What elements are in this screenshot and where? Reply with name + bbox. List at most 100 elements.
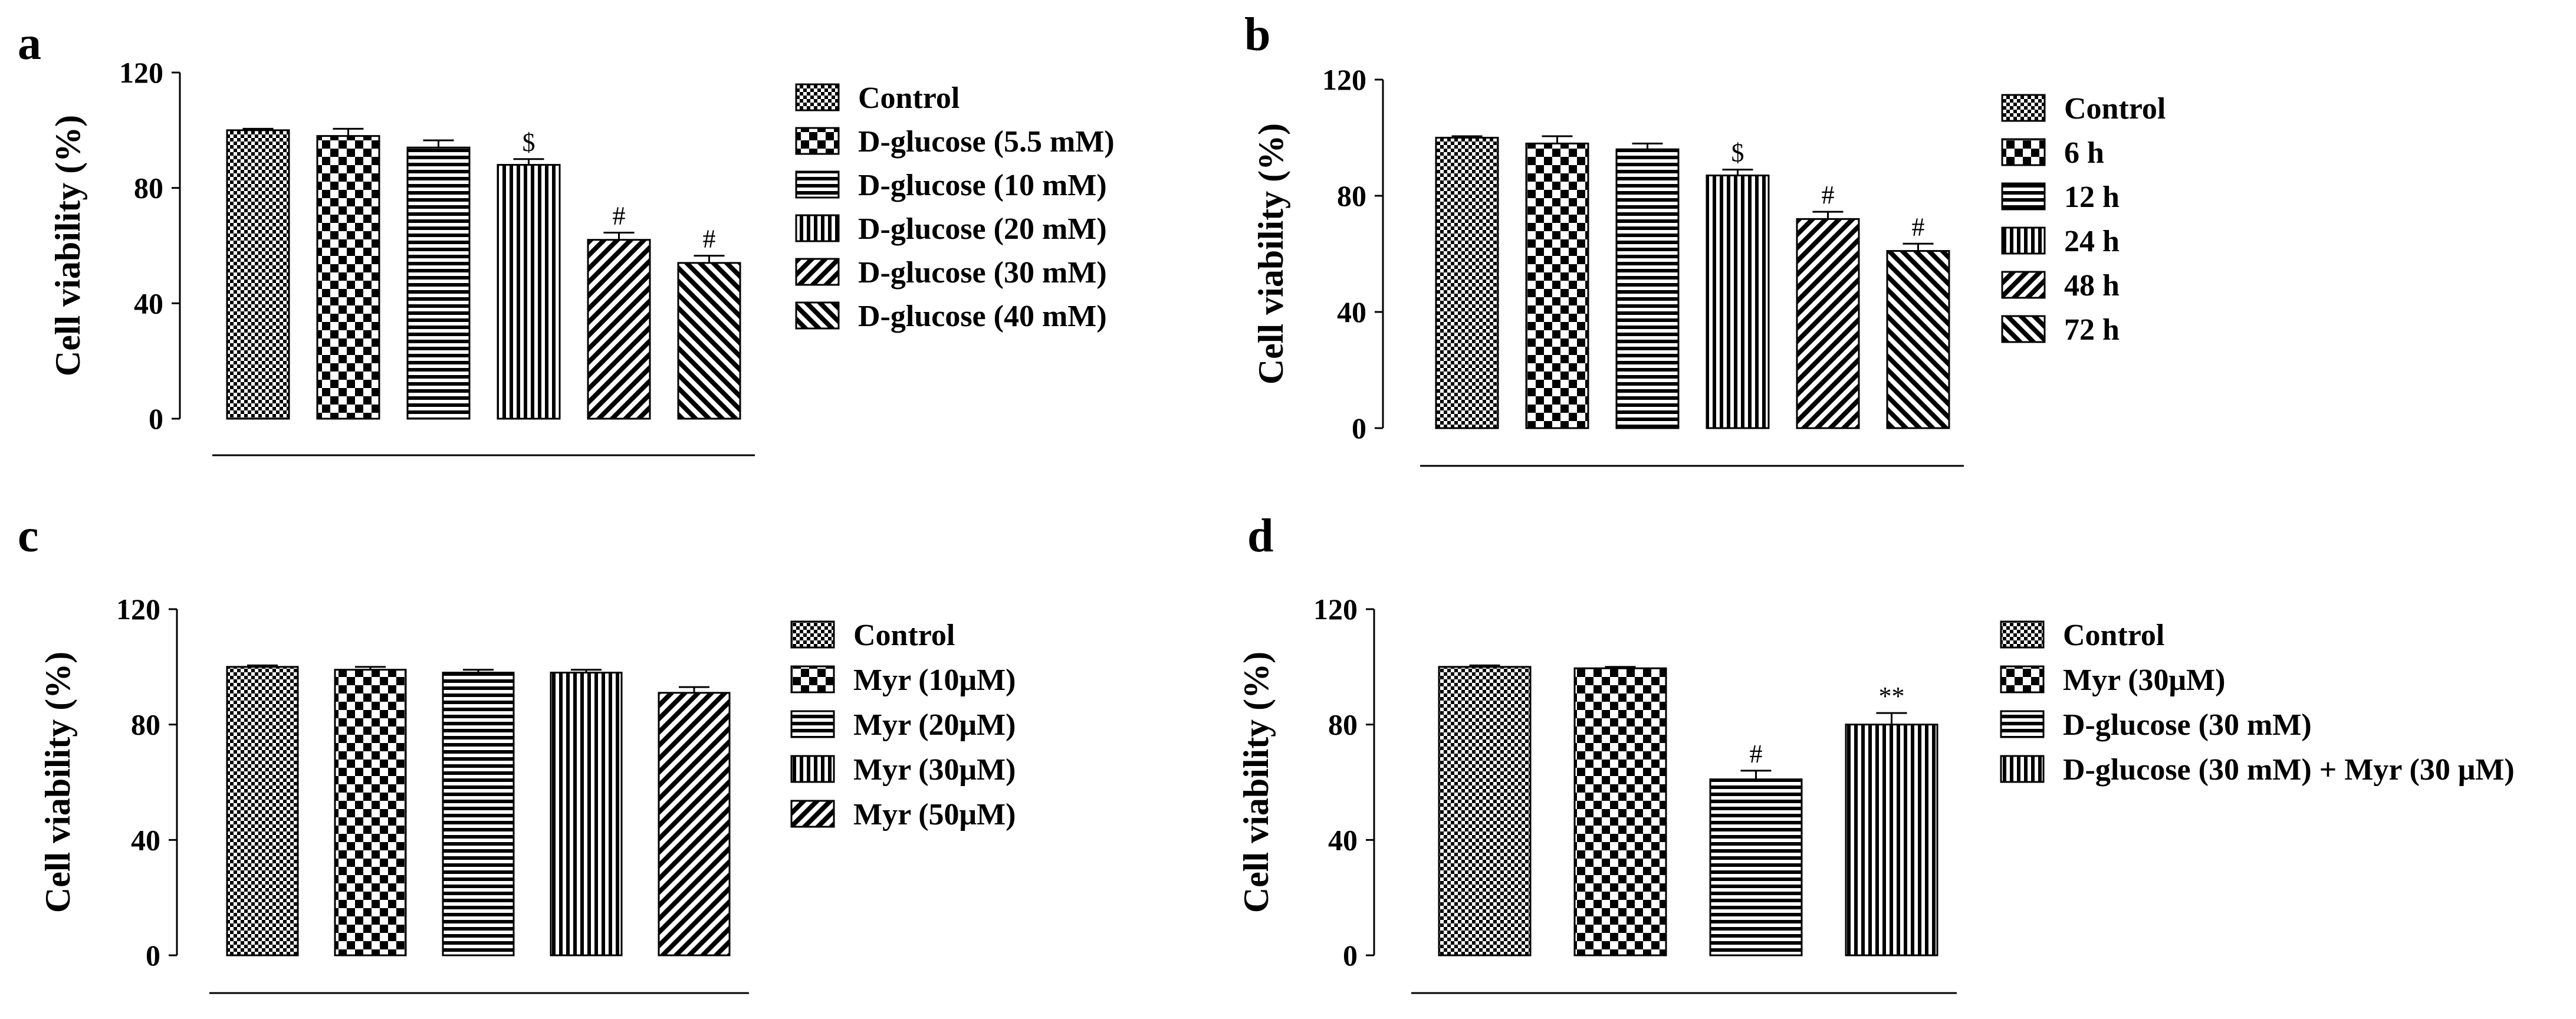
- legend-label: D-glucose (20 mM): [858, 212, 1107, 246]
- y-tick-label: 120: [116, 593, 160, 626]
- bar: [226, 129, 290, 420]
- chart-panel-b: 0 40 80 120 Cell viability (%) $ # # Control 6 h 1…: [1251, 63, 2166, 467]
- legend-label: Control: [858, 81, 960, 115]
- bar: [442, 672, 515, 956]
- legend-label: D-glucose (5.5 mM): [858, 125, 1115, 159]
- legend-swatch: [2001, 271, 2046, 299]
- legend-label: Myr (10μM): [853, 663, 1016, 697]
- bar: [1845, 724, 1938, 956]
- legend-swatch: [795, 301, 840, 330]
- y-tick-label: 0: [146, 939, 160, 972]
- legend-swatch: [790, 755, 835, 783]
- significance-label: #: [1822, 180, 1835, 209]
- legend-swatch: [2001, 315, 2046, 343]
- legend-label: 12 h: [2064, 180, 2120, 214]
- legend-label: Myr (30μM): [853, 753, 1016, 787]
- significance-label: #: [613, 201, 626, 230]
- significance-label: $: [1731, 139, 1744, 167]
- y-tick-label: 0: [1343, 939, 1358, 972]
- legend-swatch: [2000, 710, 2045, 738]
- bar: [316, 135, 380, 420]
- legend-label: D-glucose (30 mM): [2063, 708, 2312, 742]
- legend-swatch: [790, 665, 835, 693]
- legend-label: Control: [853, 619, 955, 652]
- bar: [1709, 778, 1803, 956]
- y-tick-label: 40: [1337, 295, 1366, 328]
- chart-panel-c: 0 40 80 120 Cell viability (%) Control Myr (10…: [38, 593, 1016, 994]
- bar: [1886, 250, 1950, 429]
- legend-label: 6 h: [2064, 136, 2104, 170]
- bar: [658, 692, 731, 956]
- legend-label: Control: [2064, 92, 2166, 126]
- legend-label: 72 h: [2064, 313, 2120, 347]
- significance-label: **: [1879, 682, 1905, 711]
- y-tick-label: 40: [131, 823, 160, 856]
- significance-label: #: [1750, 739, 1763, 768]
- y-tick-label: 120: [1322, 63, 1366, 96]
- y-tick-label: 0: [1352, 412, 1366, 445]
- y-tick-label: 80: [1328, 708, 1358, 741]
- legend-swatch: [790, 620, 835, 649]
- panel-letter-d: d: [1247, 510, 1274, 562]
- panel-letter-b: b: [1244, 9, 1271, 61]
- legend-swatch: [795, 127, 840, 155]
- chart-panel-d: 0 40 80 120 Cell viability (%) # ** Control Myr …: [1237, 593, 2515, 994]
- legend-swatch: [795, 214, 840, 242]
- bar: [1615, 148, 1680, 429]
- legend-label: Myr (20μM): [853, 708, 1016, 742]
- legend-swatch: [2000, 755, 2045, 783]
- legend-label: 48 h: [2064, 269, 2120, 303]
- legend-swatch: [2001, 94, 2046, 122]
- legend-swatch: [795, 83, 840, 111]
- legend-label: D-glucose (30 mM) + Myr (30 μM): [2063, 753, 2515, 787]
- panel-letter-c: c: [18, 510, 39, 562]
- legend-label: D-glucose (30 mM): [858, 256, 1107, 290]
- legend-swatch: [795, 170, 840, 199]
- bar: [497, 164, 561, 420]
- chart-panel-a: 0 40 80 120 Cell viability (%) $ # # Control D-gl…: [48, 56, 1115, 456]
- y-axis-title: Cell viability (%): [1237, 652, 1276, 913]
- y-axis-title: Cell viability (%): [38, 652, 77, 913]
- bar: [1435, 137, 1499, 429]
- legend-swatch: [2001, 138, 2046, 166]
- y-axis-title: Cell viability (%): [1251, 123, 1290, 384]
- bar: [1706, 175, 1770, 429]
- significance-label: #: [703, 225, 716, 254]
- legend-swatch: [795, 258, 840, 286]
- bar: [550, 672, 623, 956]
- legend-label: Myr (50μM): [853, 798, 1016, 831]
- y-tick-label: 40: [134, 287, 163, 320]
- legend-label: Myr (30μM): [2063, 663, 2225, 697]
- bar: [1796, 218, 1860, 429]
- legend-swatch: [2000, 620, 2045, 649]
- y-tick-label: 80: [1337, 179, 1366, 212]
- y-tick-label: 120: [119, 56, 163, 89]
- bar: [406, 146, 471, 420]
- y-tick-label: 40: [1328, 823, 1358, 856]
- y-tick-label: 0: [149, 402, 163, 435]
- bar: [587, 239, 651, 420]
- y-tick-label: 80: [131, 708, 160, 741]
- legend-swatch: [2001, 182, 2046, 211]
- y-axis-title: Cell viability (%): [48, 115, 87, 376]
- legend-swatch: [2000, 665, 2045, 693]
- bar: [677, 262, 741, 420]
- panel-letter-a: a: [18, 18, 41, 70]
- legend-label: 24 h: [2064, 225, 2120, 258]
- bar: [1438, 666, 1532, 956]
- legend-swatch: [790, 800, 835, 828]
- bar: [1525, 142, 1589, 429]
- y-tick-label: 120: [1313, 593, 1358, 626]
- bar: [334, 669, 407, 956]
- bar: [1573, 667, 1667, 956]
- legend-swatch: [790, 710, 835, 738]
- legend-label: D-glucose (10 mM): [858, 169, 1107, 202]
- legend-label: Control: [2063, 619, 2164, 652]
- y-tick-label: 80: [134, 172, 163, 205]
- significance-label: $: [523, 128, 535, 157]
- bar: [226, 666, 299, 956]
- legend-label: D-glucose (40 mM): [858, 300, 1107, 333]
- legend-swatch: [2001, 226, 2046, 255]
- significance-label: #: [1912, 212, 1925, 241]
